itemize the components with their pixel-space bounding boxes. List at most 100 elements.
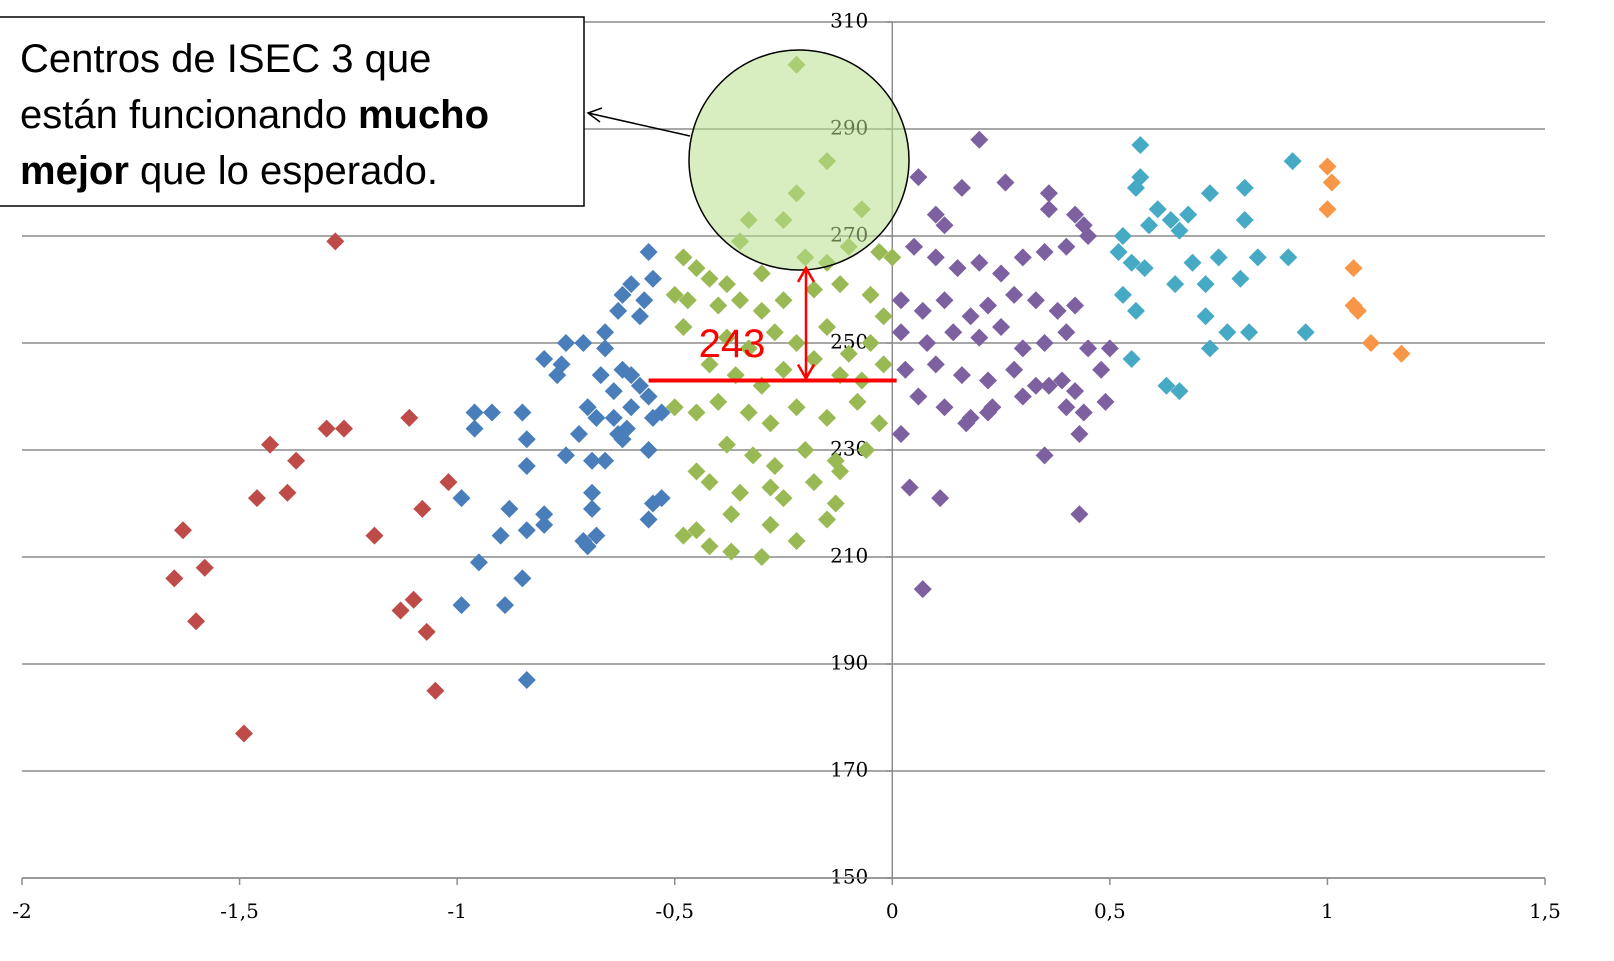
scatter-point xyxy=(652,403,671,422)
scatter-point xyxy=(730,291,749,310)
scatter-point xyxy=(700,269,719,288)
scatter-point xyxy=(674,317,693,336)
scatter-point xyxy=(1318,157,1337,176)
scatter-point xyxy=(1218,323,1237,342)
scatter-point xyxy=(1057,323,1076,342)
scatter-point xyxy=(552,355,571,374)
scatter-point xyxy=(818,317,837,336)
scatter-point xyxy=(861,285,880,304)
scatter-point xyxy=(765,323,784,342)
scatter-point xyxy=(700,537,719,556)
scatter-point xyxy=(1131,136,1150,155)
scatter-point xyxy=(1200,339,1219,358)
scatter-point xyxy=(574,334,593,352)
scatter-point xyxy=(1113,285,1132,304)
scatter-point xyxy=(787,531,806,550)
scatter-point xyxy=(609,301,628,320)
scatter-point xyxy=(1231,269,1250,288)
scatter-point xyxy=(400,408,419,427)
scatter-point xyxy=(804,350,823,369)
scatter-point xyxy=(839,344,858,363)
scatter-point xyxy=(752,548,771,566)
scatter-point xyxy=(909,387,928,406)
scatter-point xyxy=(482,403,501,422)
scatter-point xyxy=(1179,205,1198,224)
y-tick-label: 150 xyxy=(830,865,868,889)
scatter-point xyxy=(709,296,728,315)
scatter-point xyxy=(1348,301,1367,320)
scatter-point xyxy=(1035,334,1054,352)
scatter-point xyxy=(891,323,910,342)
scatter-point xyxy=(1013,248,1032,267)
scatter-point xyxy=(774,489,793,508)
scatter-point xyxy=(391,601,410,620)
scatter-point xyxy=(587,526,606,545)
scatter-point xyxy=(1318,200,1337,219)
scatter-point xyxy=(1066,382,1085,401)
scatter-point xyxy=(1122,350,1141,369)
scatter-point xyxy=(992,264,1011,283)
scatter-point xyxy=(617,419,636,438)
scatter-point xyxy=(1066,296,1085,315)
scatter-point xyxy=(165,569,184,588)
scatter-point xyxy=(452,596,471,615)
scatter-point xyxy=(317,419,336,438)
scatter-point xyxy=(717,435,736,454)
scatter-point xyxy=(1196,307,1215,326)
scatter-point xyxy=(730,483,749,502)
scatter-point xyxy=(639,243,658,262)
scatter-point xyxy=(831,275,850,294)
scatter-point xyxy=(1161,210,1180,229)
scatter-point xyxy=(905,237,924,256)
scatter-point xyxy=(500,499,519,518)
scatter-point xyxy=(761,515,780,534)
scatter-point xyxy=(413,499,432,518)
scatter-point xyxy=(700,355,719,374)
scatter-point xyxy=(687,462,706,481)
y-tick-label: 310 xyxy=(830,9,868,33)
scatter-point xyxy=(1035,446,1054,465)
scatter-point xyxy=(630,376,649,395)
scatter-point xyxy=(717,275,736,294)
highlight-circle xyxy=(688,49,910,271)
scatter-point xyxy=(944,323,963,342)
scatter-point xyxy=(861,334,880,352)
scatter-point xyxy=(513,403,532,422)
scatter-point xyxy=(1196,275,1215,294)
scatter-point xyxy=(787,398,806,417)
scatter-point xyxy=(804,280,823,299)
scatter-point xyxy=(818,510,837,529)
scatter-point xyxy=(926,248,945,267)
scatter-point xyxy=(187,612,206,631)
scatter-point xyxy=(752,301,771,320)
scatter-point xyxy=(935,398,954,417)
x-tick-label: -1,5 xyxy=(220,899,259,923)
x-tick-label: 1 xyxy=(1321,899,1334,923)
scatter-point xyxy=(992,317,1011,336)
scatter-point xyxy=(1026,291,1045,310)
scatter-point xyxy=(665,285,684,304)
scatter-point xyxy=(622,275,641,294)
scatter-point xyxy=(1074,403,1093,422)
scatter-point xyxy=(1392,344,1411,363)
scatter-point xyxy=(674,248,693,267)
scatter-point xyxy=(1296,323,1315,342)
scatter-point xyxy=(761,478,780,497)
scatter-point xyxy=(970,253,989,272)
callout-text: Centros de ISEC 3 que están funcionando mu… xyxy=(20,37,489,193)
scatter-point xyxy=(1240,323,1259,342)
callout-arrow xyxy=(587,112,691,137)
scatter-point xyxy=(744,446,763,465)
scatter-point xyxy=(1235,210,1254,229)
scatter-point xyxy=(496,596,515,615)
points xyxy=(165,55,1411,743)
scatter-point xyxy=(596,339,615,358)
scatter-point xyxy=(935,291,954,310)
scatter-point xyxy=(278,483,297,502)
scatter-point xyxy=(583,483,602,502)
scatter-point xyxy=(1070,424,1089,443)
scatter-point xyxy=(604,408,623,427)
callout-run: que lo esperado. xyxy=(140,149,438,193)
scatter-point xyxy=(1126,178,1145,197)
scatter-point xyxy=(1200,184,1219,203)
